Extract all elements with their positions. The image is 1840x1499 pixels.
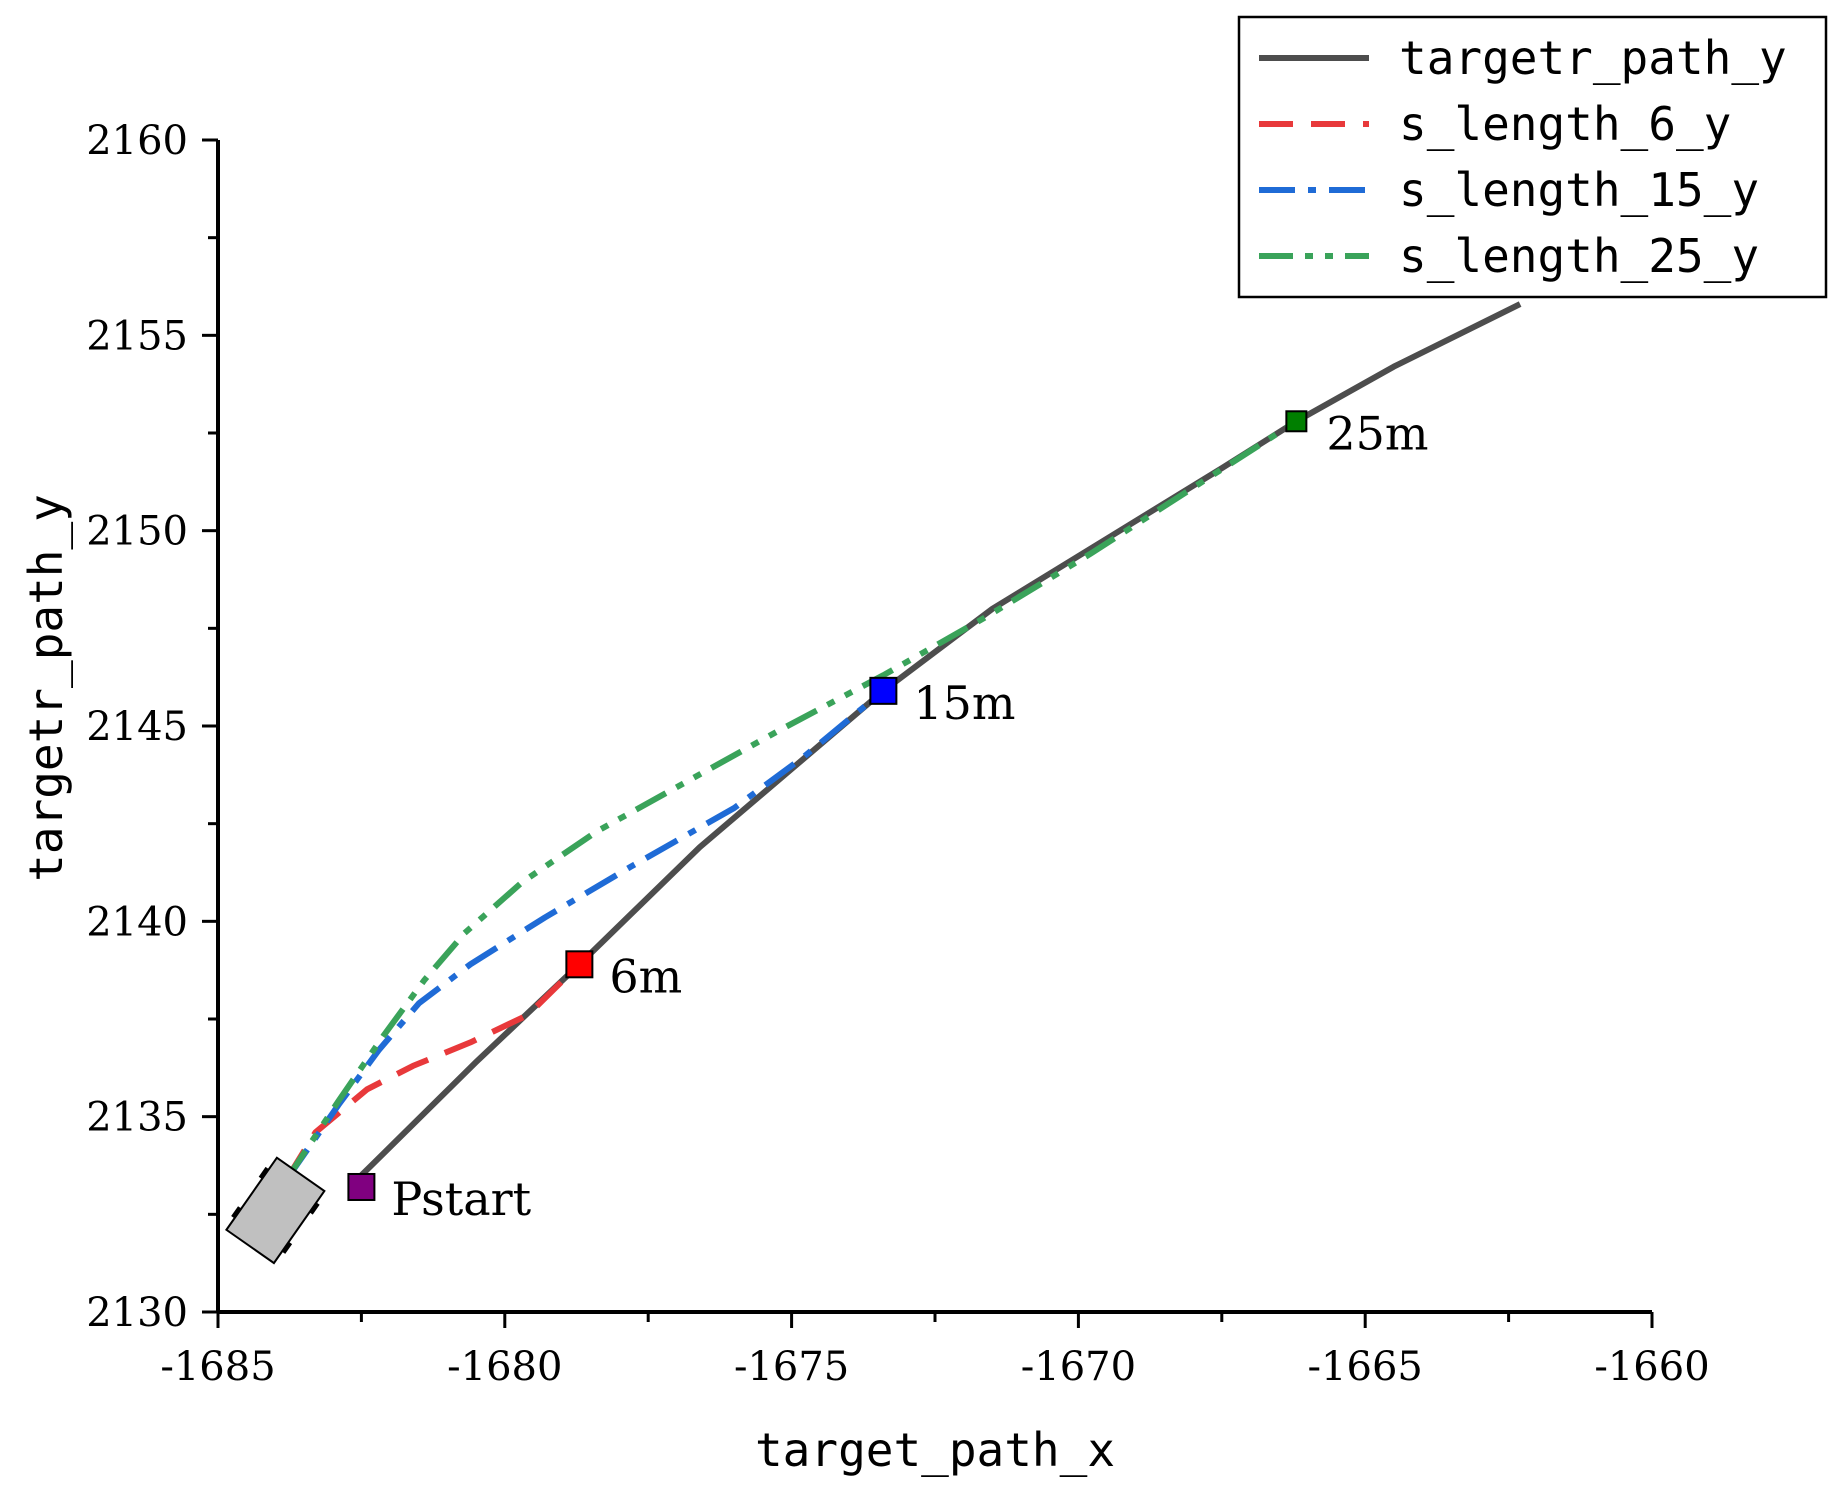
vehicle-layer [225, 1156, 326, 1265]
annotation-marker-3 [1285, 410, 1308, 433]
legend-label-3: s_length_25_y [1399, 229, 1759, 283]
legend-label-2: s_length_15_y [1399, 163, 1759, 217]
annotation-marker-2 [869, 676, 898, 705]
series-line-1 [284, 962, 582, 1181]
annotation-label-2: 15m [913, 676, 1015, 730]
x-tick-label-1: -1680 [447, 1344, 562, 1390]
x-tick-label-4: -1665 [1308, 1344, 1423, 1390]
x-tick-label-5: -1660 [1594, 1344, 1709, 1390]
legend-box [1237, 15, 1828, 299]
series-line-0 [359, 301, 1522, 1178]
annotation-label-0: Pstart [391, 1172, 531, 1226]
x-axis-title: target_path_x [755, 1423, 1115, 1477]
legend-label-1: s_length_6_y [1399, 97, 1731, 151]
series-line-2 [284, 688, 886, 1181]
legend-label-0: targetr_path_y [1399, 31, 1787, 85]
annotation-layer: Pstart 6m 15m 25m [347, 406, 1429, 1226]
x-tick-label-3: -1670 [1021, 1344, 1136, 1390]
axes-layer: -1685 -1680 -1675 -1670 -1665 -1660 2130 2135 21… [86, 118, 1709, 1390]
x-tick-label-2: -1675 [734, 1344, 849, 1390]
y-tick-label-5: 2155 [86, 313, 188, 359]
series-line-3 [284, 418, 1299, 1181]
series-layer [284, 301, 1522, 1181]
y-tick-label-0: 2130 [86, 1290, 188, 1336]
annotation-label-3: 25m [1326, 406, 1428, 460]
y-tick-label-1: 2135 [86, 1095, 188, 1141]
y-tick-label-4: 2150 [86, 509, 188, 555]
y-tick-label-6: 2160 [86, 118, 188, 164]
annotation-marker-0 [347, 1172, 376, 1201]
vehicle [225, 1156, 326, 1265]
y-tick-label-2: 2140 [86, 899, 188, 945]
x-tick-label-0: -1685 [160, 1344, 275, 1390]
annotation-marker-1 [565, 950, 594, 979]
vehicle-body [225, 1156, 326, 1265]
annotation-label-1: 6m [609, 949, 682, 1003]
y-tick-label-3: 2145 [86, 704, 188, 750]
y-axis-title: targetr_path_y [19, 494, 73, 882]
legend: targetr_path_y s_length_6_y s_length_15_ys… [1237, 15, 1828, 299]
